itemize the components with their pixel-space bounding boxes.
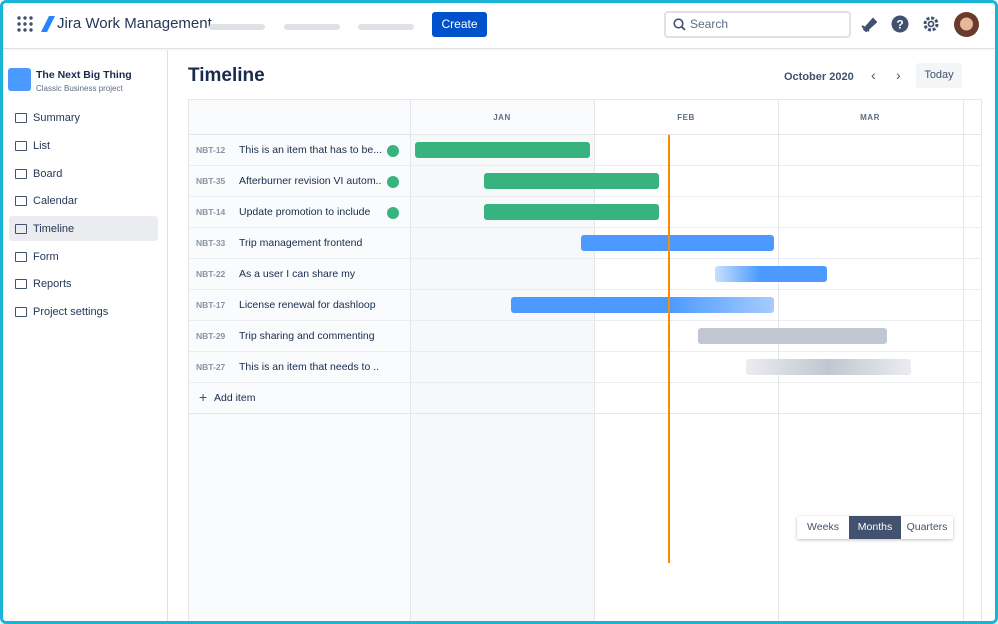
project-type: Classic Business project (36, 84, 123, 93)
nav-item[interactable]: Reports (33, 278, 72, 290)
issue-key: NBT-33 (196, 238, 226, 248)
issue-key: NBT-35 (196, 176, 226, 186)
done-icon (387, 207, 399, 219)
column-line (963, 100, 964, 621)
nav-item[interactable]: Board (33, 168, 63, 180)
nav-item[interactable]: List (33, 140, 51, 152)
issue-key: NBT-22 (196, 269, 226, 279)
issue-summary[interactable]: As a user I can share my (239, 268, 356, 280)
schedule-bar[interactable] (484, 173, 659, 189)
issue-key: NBT-12 (196, 145, 226, 155)
add-icon: + (199, 389, 208, 405)
schedule-bar[interactable] (581, 235, 774, 251)
schedule-bar[interactable] (484, 204, 659, 220)
nav-icon (15, 307, 27, 317)
issue-summary[interactable]: This is an item that needs to .. (239, 361, 380, 373)
issue-summary[interactable]: Update promotion to include (239, 206, 371, 218)
schedule-bar[interactable] (715, 266, 827, 282)
project-avatar (8, 68, 31, 91)
project-name: The Next Big Thing (36, 69, 132, 81)
column-line (594, 100, 595, 621)
timeline-grid: JAN FEB MAR NBT-12 This is an item that has … (188, 99, 982, 621)
view-option[interactable]: Months (849, 516, 901, 539)
month-label: FEB (677, 113, 695, 122)
schedule-bar[interactable] (698, 328, 887, 344)
app-switcher[interactable] (17, 16, 33, 32)
add-item[interactable]: Add item (214, 392, 256, 404)
row-line (189, 413, 981, 414)
nav-icon (15, 169, 27, 179)
header-line (189, 134, 981, 135)
schedule-bar[interactable] (746, 359, 911, 375)
view-toggle: Weeks Months Quarters (797, 516, 953, 539)
month-label: JAN (493, 113, 511, 122)
row-line (189, 196, 981, 197)
column-line (410, 100, 411, 621)
issue-summary[interactable]: Trip management frontend (239, 237, 363, 249)
avatar[interactable] (954, 12, 979, 37)
month-label: MAR (860, 113, 880, 122)
today-line (668, 135, 670, 563)
row-line (189, 382, 981, 383)
row-line (189, 258, 981, 259)
issue-summary[interactable]: Afterburner revision VI autom.. (239, 175, 382, 187)
view-option[interactable]: Quarters (906, 521, 948, 533)
done-icon (387, 145, 399, 157)
schedule-bar[interactable] (415, 142, 590, 158)
prev-button[interactable]: ‹ (871, 67, 876, 83)
row-line (189, 289, 981, 290)
settings[interactable] (922, 15, 940, 33)
nav-icon (15, 141, 27, 151)
help[interactable]: ? (891, 15, 909, 33)
today-button[interactable]: Today (916, 63, 962, 88)
issue-summary[interactable]: This is an item that has to be... (239, 144, 382, 156)
nav-item[interactable]: Project settings (33, 306, 109, 318)
nav-selected (9, 216, 158, 241)
nav-item[interactable]: Calendar (33, 195, 78, 207)
create-button[interactable]: Create (432, 12, 487, 37)
nav-item[interactable]: Summary (33, 112, 81, 124)
search-icon (673, 18, 686, 31)
row-line (189, 165, 981, 166)
nav-item[interactable]: Timeline (33, 223, 75, 235)
issue-key: NBT-27 (196, 362, 226, 372)
issue-key: NBT-29 (196, 331, 226, 341)
next-button[interactable]: › (896, 67, 901, 83)
search-box[interactable] (664, 11, 851, 38)
row-line (189, 351, 981, 352)
notifications[interactable] (861, 16, 877, 32)
top-nav (3, 3, 995, 49)
sidebar-divider (167, 50, 168, 621)
nav-placeholder (358, 24, 414, 30)
nav-placeholder (209, 24, 265, 30)
issue-summary[interactable]: Trip sharing and commenting (239, 330, 375, 342)
nav-icon (15, 279, 27, 289)
issue-key: NBT-14 (196, 207, 226, 217)
logo (41, 16, 55, 32)
page-title: Timeline (188, 65, 265, 86)
product-name: Jira Work Management (57, 15, 212, 32)
nav-placeholder (284, 24, 340, 30)
view-option[interactable]: Weeks (807, 521, 839, 533)
svg-text:?: ? (896, 18, 903, 32)
schedule-bar[interactable] (511, 297, 774, 313)
period: October 2020 (784, 71, 854, 83)
issue-key: NBT-17 (196, 300, 226, 310)
search-placeholder: Search (690, 17, 729, 31)
nav-item[interactable]: Form (33, 251, 59, 263)
issue-summary[interactable]: License renewal for dashloop (239, 299, 376, 311)
nav-icon (15, 224, 27, 234)
row-line (189, 320, 981, 321)
done-icon (387, 176, 399, 188)
nav-icon (15, 113, 27, 123)
nav-icon (15, 196, 27, 206)
row-line (189, 227, 981, 228)
nav-icon (15, 252, 27, 262)
